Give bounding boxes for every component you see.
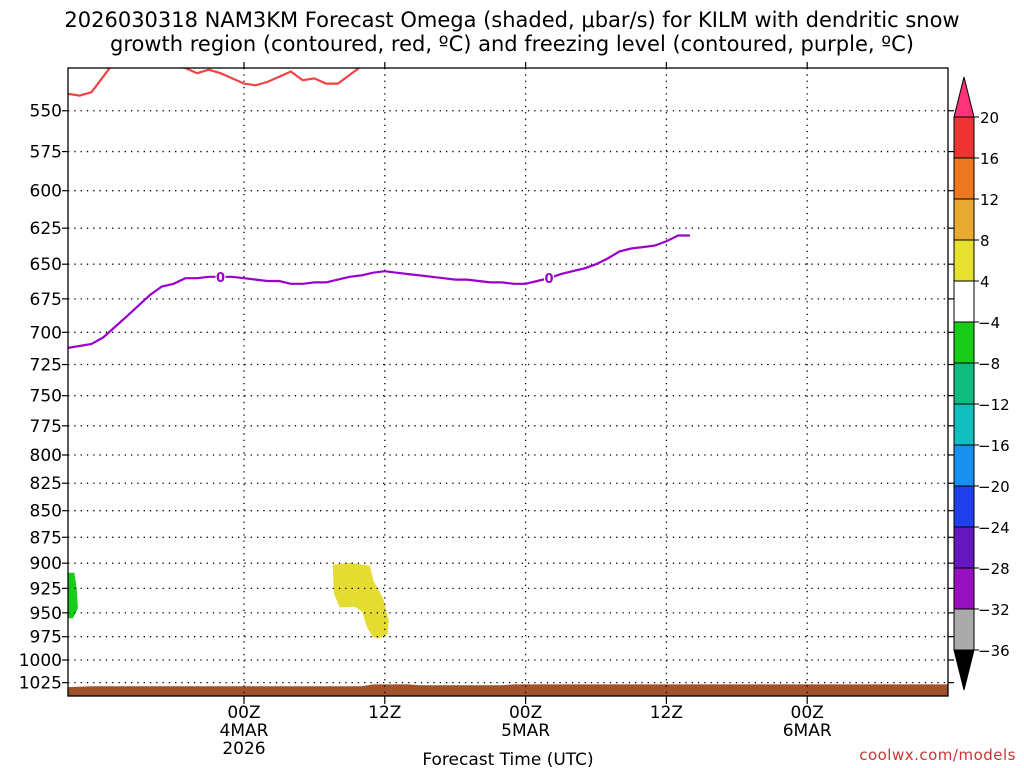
- y-tick-label-900: 900: [30, 554, 62, 574]
- y-tick-label-725: 725: [30, 356, 62, 376]
- y-tick-label-1000: 1000: [19, 651, 62, 671]
- y-tick-label-675: 675: [30, 290, 62, 310]
- x-axis-label: Forecast Time (UTC): [422, 750, 593, 768]
- colorbar-label-5: −4: [978, 314, 1000, 332]
- colorbar-box-11: [953, 567, 975, 610]
- colorbar-label-2: 12: [980, 191, 999, 209]
- colorbar-label-10: −24: [978, 519, 1010, 537]
- x-tick-label-0-2: 2026: [222, 739, 265, 759]
- x-tick-label-0-0: 00Z: [227, 703, 260, 723]
- colorbar-box-9: [953, 485, 975, 528]
- y-tick-label-925: 925: [30, 579, 62, 599]
- x-tick-label-24-0: 00Z: [509, 703, 542, 723]
- colorbar-box-4: [953, 280, 975, 323]
- ground-surface: [68, 684, 948, 696]
- colorbar-label-1: 16: [980, 150, 999, 168]
- x-tick-label-48-1: 6MAR: [783, 721, 832, 741]
- y-tick-label-825: 825: [30, 474, 62, 494]
- colorbar-box-6: [953, 362, 975, 405]
- colorbar-box-10: [953, 526, 975, 569]
- x-tick-label-48-0: 00Z: [791, 703, 824, 723]
- colorbar-label-0: 20: [980, 109, 999, 127]
- colorbar-box-8: [953, 444, 975, 487]
- dendritic-growth-contour: [68, 68, 361, 97]
- y-tick-label-650: 650: [30, 255, 62, 275]
- colorbar-label-6: −8: [978, 355, 1000, 373]
- colorbar-label-9: −20: [978, 478, 1010, 496]
- y-tick-label-875: 875: [30, 528, 62, 548]
- chart-title: 2026030318 NAM3KM Forecast Omega (shaded…: [0, 8, 1024, 56]
- freezing-level-contour: [68, 234, 690, 349]
- colorbar-label-11: −28: [978, 560, 1010, 578]
- colorbar-box-0: [953, 116, 975, 159]
- y-tick-label-550: 550: [30, 102, 62, 122]
- y-tick-label-850: 850: [30, 502, 62, 522]
- x-tick-label-24-1: 5MAR: [501, 721, 550, 741]
- y-tick-label-800: 800: [30, 446, 62, 466]
- y-tick-label-750: 750: [30, 387, 62, 407]
- colorbar-box-7: [953, 403, 975, 446]
- y-tick-label-950: 950: [30, 604, 62, 624]
- title-line-2: growth region (contoured, red, ºC) and f…: [110, 32, 914, 56]
- colorbar-box-1: [953, 157, 975, 200]
- colorbar-box-12: [953, 608, 975, 651]
- colorbar-box-2: [953, 198, 975, 241]
- y-tick-label-775: 775: [30, 417, 62, 437]
- source-watermark: coolwx.com/models: [859, 746, 1016, 764]
- freezing-label-bg-1: [544, 270, 555, 287]
- colorbar-label-3: 8: [980, 232, 990, 250]
- y-tick-label-975: 975: [30, 628, 62, 648]
- colorbar-box-3: [953, 239, 975, 282]
- x-tick-label-12-0: 12Z: [368, 703, 401, 723]
- y-tick-label-600: 600: [30, 182, 62, 202]
- colorbar-bottom-arrow: [953, 649, 975, 691]
- freezing-label-bg-0: [215, 268, 226, 285]
- colorbar-label-8: −16: [978, 437, 1010, 455]
- colorbar-label-12: −32: [978, 601, 1010, 619]
- colorbar-top-arrow: [953, 76, 975, 118]
- omega-shaded-region-1: [332, 562, 389, 639]
- y-tick-label-625: 625: [30, 219, 62, 239]
- title-line-1: 2026030318 NAM3KM Forecast Omega (shaded…: [64, 8, 960, 32]
- colorbar-label-4: 4: [980, 273, 990, 291]
- x-tick-label-36-0: 12Z: [650, 703, 683, 723]
- freezing-level-label-0: 0: [216, 271, 225, 286]
- x-tick-label-0-1: 4MAR: [220, 721, 269, 741]
- colorbar-box-5: [953, 321, 975, 364]
- colorbar-label-7: −12: [978, 396, 1010, 414]
- colorbar-label-13: −36: [978, 642, 1010, 660]
- omega-shaded-region-0: [68, 572, 78, 619]
- y-tick-label-700: 700: [30, 323, 62, 343]
- y-tick-label-1025: 1025: [19, 674, 62, 694]
- y-tick-label-575: 575: [30, 143, 62, 163]
- freezing-level-label-1: 0: [545, 272, 554, 287]
- plot-frame: [67, 67, 949, 697]
